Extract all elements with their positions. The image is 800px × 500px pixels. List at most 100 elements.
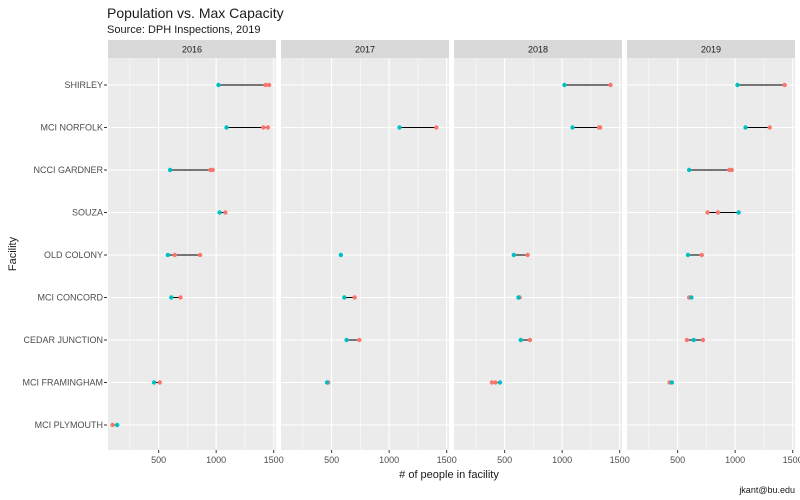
data-point-red (172, 252, 177, 258)
data-point-teal (669, 380, 675, 385)
x-tick-label: 1000 (552, 455, 572, 465)
x-tick-label: 1500 (437, 455, 457, 465)
y-tick-label: MCI NORFOLK (40, 123, 103, 133)
data-point-teal (685, 252, 691, 258)
data-point-teal (344, 337, 349, 343)
facet-strip-label: 2019 (701, 45, 721, 55)
x-tick-label: 500 (324, 455, 339, 465)
facet-panel-2017: 2017 500 1000 1500 (281, 40, 457, 465)
data-point-teal (743, 125, 748, 130)
x-tick-label: 1500 (610, 455, 630, 465)
data-point-red (705, 210, 710, 215)
data-point-red (357, 337, 362, 343)
x-tick-label: 1000 (379, 455, 399, 465)
data-point-red (110, 422, 115, 428)
chart-subtitle: Source: DPH Inspections, 2019 (107, 24, 260, 36)
x-tick-label: 500 (497, 455, 512, 465)
data-point-red (684, 337, 690, 343)
data-point-teal (338, 252, 344, 258)
data-point-teal (689, 295, 694, 300)
data-point-red (178, 295, 183, 300)
data-point-red (525, 252, 530, 258)
data-point-red (157, 380, 162, 385)
facet-strip (281, 40, 449, 58)
facet-strip (108, 40, 276, 58)
x-tick-label: 1500 (783, 455, 800, 465)
data-point-red (265, 125, 271, 130)
data-point-red (489, 380, 495, 385)
data-point-red (352, 295, 357, 300)
y-tick-label: OLD COLONY (44, 250, 103, 260)
data-point-teal (217, 210, 222, 215)
data-point-teal (151, 380, 157, 385)
y-axis: SHIRLEY MCI NORFOLK NCCI GARDNER SOUZA OLD C… (23, 80, 107, 430)
data-point-red (729, 167, 734, 173)
data-point-teal (497, 380, 503, 385)
data-point-red (700, 337, 706, 343)
data-point-teal (216, 82, 221, 88)
data-point-red (782, 82, 787, 88)
y-tick-label: MCI FRAMINGHAM (23, 378, 104, 388)
data-point-teal (570, 125, 575, 130)
panel-background (281, 58, 449, 450)
panel-background (108, 58, 276, 450)
data-point-red (223, 210, 228, 215)
data-point-teal (516, 295, 521, 300)
data-point-red (197, 252, 203, 258)
facet-strip-label: 2017 (355, 45, 375, 55)
y-tick-label: NCCI GARDNER (33, 165, 103, 175)
panel-background (454, 58, 622, 450)
data-point-teal (736, 210, 741, 215)
facet-strip (454, 40, 622, 58)
data-point-red (263, 82, 268, 88)
data-point-teal (518, 337, 523, 343)
y-tick-label: SHIRLEY (64, 80, 103, 90)
panel-background (627, 58, 795, 450)
y-tick-label: MCI CONCORD (38, 293, 104, 303)
facet-panel-2018: 2018 500 1000 1500 (454, 40, 630, 465)
data-point-teal (562, 82, 567, 88)
y-tick-label: MCI PLYMOUTH (35, 420, 103, 430)
facet-panel-2019: 2019 500 1000 1500 (627, 40, 800, 465)
data-point-red (493, 380, 498, 385)
data-point-teal (686, 167, 692, 173)
data-point-teal (511, 252, 517, 258)
y-tick-label: CEDAR JUNCTION (23, 335, 103, 345)
data-point-teal (342, 295, 347, 300)
data-point-teal (169, 295, 174, 300)
y-axis-title: Facility (7, 236, 19, 271)
facet-strip (627, 40, 795, 58)
x-tick-label: 500 (670, 455, 685, 465)
x-tick-label: 500 (151, 455, 166, 465)
data-point-teal (224, 125, 229, 130)
data-point-red (715, 210, 721, 215)
y-tick-label: SOUZA (72, 208, 103, 218)
x-tick-label: 1500 (264, 455, 284, 465)
data-point-red (608, 82, 613, 88)
data-point-red (210, 167, 215, 173)
data-point-teal (397, 125, 402, 130)
caption: jkant@bu.edu (738, 485, 795, 495)
facet-panels: 2016 500 1000 1500 2017 500 1000 1500 2018 500 100… (108, 40, 800, 465)
x-tick-label: 1000 (725, 455, 745, 465)
data-point-red (699, 252, 704, 258)
data-point-red (527, 337, 533, 343)
facet-strip-label: 2018 (528, 45, 548, 55)
data-point-red (597, 125, 603, 130)
x-axis-title: # of people in facility (399, 469, 499, 481)
data-point-red (266, 82, 272, 88)
data-point-teal (735, 82, 740, 88)
data-point-red (261, 125, 266, 130)
data-point-teal (324, 380, 330, 385)
x-tick-label: 1000 (206, 455, 226, 465)
data-point-red (767, 125, 772, 130)
data-point-teal (691, 337, 696, 343)
data-point-teal (165, 252, 171, 258)
data-point-red (434, 125, 439, 130)
chart-title: Population vs. Max Capacity (107, 5, 284, 21)
data-point-teal (115, 422, 120, 428)
facet-panel-2016: 2016 500 1000 1500 (108, 40, 284, 465)
data-point-teal (167, 167, 173, 173)
facet-strip-label: 2016 (182, 45, 202, 55)
